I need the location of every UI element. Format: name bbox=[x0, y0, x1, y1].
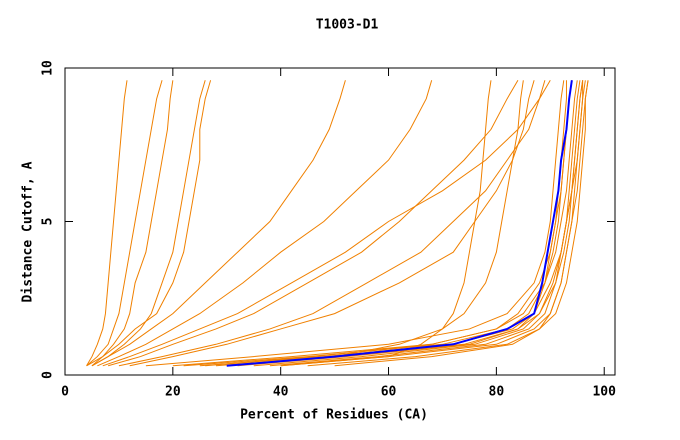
gdt-line bbox=[97, 80, 433, 367]
gdt-line bbox=[91, 80, 206, 367]
x-tick-label: 0 bbox=[61, 385, 69, 400]
gdt-line bbox=[280, 80, 492, 367]
chart-title: T1003-D1 bbox=[316, 18, 379, 33]
x-tick-label: 60 bbox=[381, 385, 397, 400]
gdt-line bbox=[91, 80, 346, 367]
x-tick-label: 80 bbox=[489, 385, 505, 400]
x-axis-label: Percent of Residues (CA) bbox=[240, 408, 428, 423]
gdt-line bbox=[334, 80, 589, 367]
x-tick-label: 40 bbox=[273, 385, 289, 400]
plot-frame bbox=[64, 67, 616, 376]
gdt-line bbox=[86, 80, 163, 367]
x-tick-label: 100 bbox=[592, 385, 616, 400]
gdt-line bbox=[86, 80, 128, 367]
gdt-line bbox=[226, 80, 573, 367]
gdt-line bbox=[145, 80, 565, 367]
gdt-line bbox=[280, 80, 589, 367]
gdt-line bbox=[86, 80, 212, 367]
y-tick-label: 5 bbox=[41, 218, 56, 226]
gdt-line bbox=[108, 80, 519, 367]
y-axis-label: Distance Cutoff, A bbox=[21, 161, 36, 302]
gdt-line bbox=[307, 80, 584, 367]
gdt-line bbox=[91, 80, 174, 367]
gdt-line bbox=[226, 80, 524, 367]
gdt-line bbox=[199, 80, 584, 367]
gdt-line bbox=[129, 80, 535, 367]
gdt-line bbox=[183, 80, 573, 367]
gdt-line bbox=[118, 80, 546, 367]
y-tick-label: 10 bbox=[41, 60, 56, 76]
y-tick-label: 0 bbox=[41, 371, 56, 379]
x-tick-label: 20 bbox=[165, 385, 181, 400]
gdt-line bbox=[269, 80, 584, 367]
